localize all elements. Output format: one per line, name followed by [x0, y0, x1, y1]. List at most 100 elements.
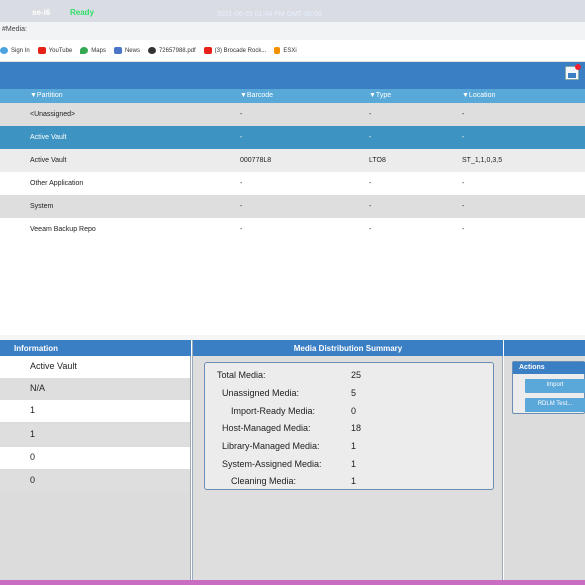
information-title: Information — [0, 340, 191, 356]
cell-location: - — [462, 226, 465, 233]
info-row: 0 — [0, 447, 190, 469]
taskbar-strip — [0, 580, 585, 585]
summary-label: Cleaning Media: — [231, 476, 297, 486]
cell-barcode: - — [240, 226, 243, 233]
cell-type: - — [369, 226, 372, 233]
news-icon — [113, 47, 122, 54]
table-row[interactable]: Other Application - - - — [0, 172, 585, 195]
cell-location: - — [462, 134, 465, 141]
summary-box: Total Media: 25 Unassigned Media: 5 Import… — [204, 362, 494, 490]
bookmark-label: (3) Brocade Rock... — [214, 47, 267, 54]
bookmark-label: 72657988.pdf — [158, 47, 196, 54]
summary-value: 1 — [351, 441, 357, 451]
column-location[interactable]: ▼Location — [462, 92, 496, 99]
cell-type: - — [369, 134, 372, 141]
bookmark-label: YouTube — [48, 47, 73, 54]
app-header — [0, 62, 585, 89]
actions-panel: Actions Import RDLM Test... — [504, 340, 585, 585]
cell-location: - — [462, 111, 465, 118]
info-value: N/A — [30, 383, 46, 393]
table-row[interactable]: <Unassigned> - - - — [0, 103, 585, 126]
cell-barcode: - — [240, 134, 243, 141]
youtube-icon — [37, 47, 46, 54]
cell-barcode: - — [240, 180, 243, 187]
cell-type: - — [369, 180, 372, 187]
maps-icon — [80, 47, 89, 54]
actions-box: Actions Import RDLM Test... — [512, 361, 585, 414]
column-partition[interactable]: ▼Partition — [30, 92, 63, 99]
cell-type: LTO8 — [369, 157, 386, 164]
library-name: se-i6 — [32, 8, 51, 17]
info-value: 0 — [30, 475, 36, 485]
summary-row: Cleaning Media: 1 — [205, 472, 493, 490]
cell-partition: Active Vault — [30, 134, 67, 141]
save-icon[interactable] — [565, 64, 581, 80]
bookmarks-bar: Sign In YouTube Maps News 72657988.pdf (… — [0, 40, 585, 62]
summary-label: System-Assigned Media: — [222, 459, 322, 469]
pdf-icon — [147, 47, 156, 54]
cell-partition: Other Application — [30, 180, 84, 187]
bookmark-pdf[interactable]: 72657988.pdf — [147, 47, 196, 54]
youtube-icon — [203, 47, 212, 54]
cell-partition: Veeam Backup Repo — [30, 226, 96, 233]
globe-icon — [0, 47, 8, 54]
header-datetime: 2021-06-25 01:44 PM GMT-08:00 — [217, 11, 322, 18]
cell-location: - — [462, 203, 465, 210]
cell-barcode: - — [240, 203, 243, 210]
media-summary-panel: Media Distribution Summary Total Media: 2… — [192, 340, 503, 585]
rdlm-test-button[interactable]: RDLM Test... — [525, 398, 585, 412]
column-barcode[interactable]: ▼Barcode — [240, 92, 274, 99]
bookmark-label: Maps — [91, 47, 106, 54]
summary-row: System-Assigned Media: 1 — [205, 455, 493, 473]
cell-location: ST_1,1,0,3,5 — [462, 157, 503, 164]
bookmark-youtube[interactable]: YouTube — [37, 47, 73, 54]
summary-row: Library-Managed Media: 1 — [205, 437, 493, 455]
cell-location: - — [462, 180, 465, 187]
summary-label: Host-Managed Media: — [222, 423, 311, 433]
bookmark-brocade[interactable]: (3) Brocade Rock... — [203, 47, 267, 54]
table-row[interactable]: Active Vault 000778L8 LTO8 ST_1,1,0,3,5 — [0, 149, 585, 172]
bookmark-label: Sign In — [11, 47, 30, 54]
bookmark-label: ESXi — [283, 47, 297, 54]
info-row: 0 — [0, 470, 190, 492]
summary-value: 25 — [351, 370, 362, 380]
cell-partition: System — [30, 203, 54, 210]
bookmark-esxi[interactable]: ESXi — [274, 47, 297, 54]
summary-label: Import-Ready Media: — [231, 406, 316, 416]
info-value: Active Vault — [30, 361, 77, 371]
bookmark-news[interactable]: News — [113, 47, 140, 54]
column-type[interactable]: ▼Type — [369, 92, 392, 99]
information-panel: Information Active Vault N/A 1 1 0 0 — [0, 340, 191, 585]
browser-chrome — [0, 0, 585, 22]
bookmark-maps[interactable]: Maps — [80, 47, 106, 54]
summary-row: Unassigned Media: 5 — [205, 384, 493, 402]
cell-partition: Active Vault — [30, 157, 67, 164]
address-bar[interactable]: #Media: — [0, 22, 585, 40]
table-row[interactable]: System - - - — [0, 195, 585, 218]
summary-row: Import-Ready Media: 0 — [205, 402, 493, 420]
summary-label: Unassigned Media: — [222, 388, 300, 398]
summary-value: 0 — [351, 406, 357, 416]
bookmark-sign-in[interactable]: Sign In — [0, 47, 30, 54]
import-button[interactable]: Import — [525, 379, 585, 393]
summary-value: 1 — [351, 476, 357, 486]
table-row[interactable]: Veeam Backup Repo - - - — [0, 218, 585, 241]
info-row: 1 — [0, 400, 190, 422]
summary-value: 18 — [351, 423, 362, 433]
pane-splitter[interactable] — [0, 335, 585, 340]
info-row: Active Vault — [0, 356, 190, 378]
summary-row: Host-Managed Media: 18 — [205, 419, 493, 437]
info-row: 1 — [0, 424, 190, 446]
actions-panel-header — [504, 340, 585, 356]
bookmark-label: News — [124, 47, 140, 54]
table-row[interactable]: Active Vault - - - — [0, 126, 585, 149]
library-status: Ready — [70, 8, 95, 17]
table-header: ▼Partition ▼Barcode ▼Type ▼Location — [0, 89, 585, 103]
cell-partition: <Unassigned> — [30, 111, 76, 118]
summary-title: Media Distribution Summary — [193, 340, 503, 356]
summary-label: Total Media: — [217, 370, 266, 380]
cell-type: - — [369, 203, 372, 210]
cell-barcode: 000778L8 — [240, 157, 272, 164]
summary-value: 5 — [351, 388, 357, 398]
vmware-icon — [274, 47, 281, 54]
